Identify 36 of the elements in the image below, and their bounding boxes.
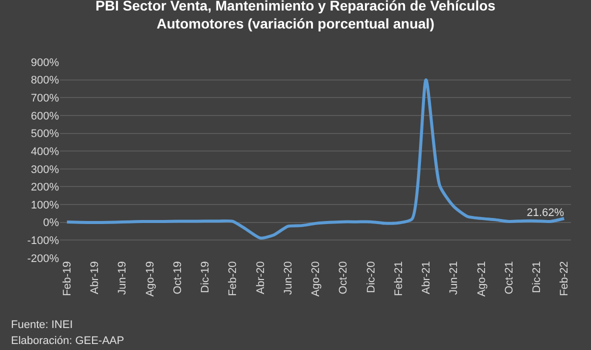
x-tick-label: Abr-20 <box>254 261 267 294</box>
x-tick-label: Jun-21 <box>448 261 460 295</box>
y-tick-label: 500% <box>30 128 60 140</box>
text: Elaboración: GEE-AAP <box>11 335 124 347</box>
x-tick-label: Feb-21 <box>392 261 405 296</box>
y-tick-label: 100% <box>30 199 60 212</box>
y-tick-label: 600% <box>30 110 60 122</box>
y-tick-label: 800% <box>30 74 60 87</box>
y-tick-label: 0% <box>43 217 60 230</box>
x-tick-label: Dic-21 <box>531 261 544 293</box>
x-tick-label: Abr-21 <box>420 261 433 294</box>
y-tick-label: -100% <box>27 235 60 248</box>
x-tick-label: Dic-19 <box>200 261 212 293</box>
x-tick-label: Ago-20 <box>310 261 322 297</box>
chart-title: PBI Sector Venta, Mantenimiento y Reparación de Vehículos Automotores (variación porcentual anual) <box>96 0 496 32</box>
x-tick-label: Oct-19 <box>172 261 184 294</box>
x-tick-label: Jun-19 <box>116 261 129 295</box>
x-tick-label: Oct-21 <box>503 261 516 294</box>
x-tick-label: Dic-20 <box>365 261 378 293</box>
y-tick-label: 700% <box>30 92 60 104</box>
x-tick-label: Abr-19 <box>89 261 102 294</box>
x-tick-label: Ago-21 <box>476 261 488 297</box>
data-label: 21.62% <box>526 206 564 219</box>
x-tick-label: Feb-20 <box>227 261 240 296</box>
x-tick-label: Oct-20 <box>338 261 350 294</box>
x-tick-label: Jun-20 <box>282 261 294 295</box>
y-tick-label: 300% <box>30 164 60 176</box>
x-tick-label: Feb-19 <box>61 261 74 296</box>
y-tick-label: -200% <box>27 252 60 265</box>
y-tick-label: 400% <box>30 146 60 158</box>
y-tick-label: 200% <box>30 182 60 194</box>
y-tick-label: 900% <box>30 56 60 69</box>
source-note: Fuente: INEI <box>11 319 73 331</box>
x-tick-label: Ago-19 <box>144 261 156 297</box>
x-tick-label: Feb-22 <box>558 261 571 296</box>
line-series <box>65 78 566 240</box>
